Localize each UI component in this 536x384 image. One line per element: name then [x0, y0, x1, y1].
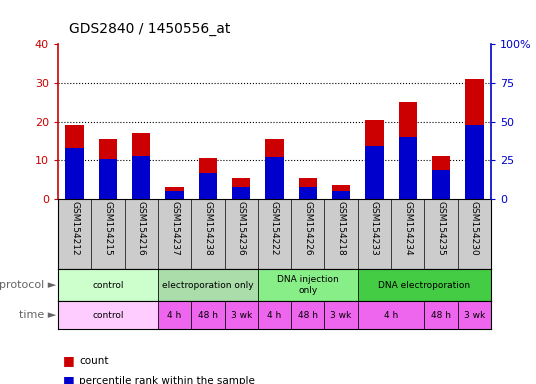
Bar: [191, 301, 225, 329]
Bar: [365, 119, 384, 199]
Bar: [399, 137, 417, 199]
Bar: [166, 191, 184, 199]
Text: 48 h: 48 h: [298, 311, 318, 319]
Text: GDS2840 / 1450556_at: GDS2840 / 1450556_at: [69, 22, 230, 36]
Text: 48 h: 48 h: [198, 311, 218, 319]
Bar: [232, 178, 250, 199]
Bar: [358, 301, 425, 329]
Bar: [432, 156, 450, 199]
Text: GSM154236: GSM154236: [237, 201, 245, 256]
Text: protocol ►: protocol ►: [0, 280, 56, 290]
Bar: [232, 187, 250, 199]
Bar: [199, 158, 217, 199]
Bar: [132, 133, 151, 199]
Bar: [99, 139, 117, 199]
Bar: [58, 269, 158, 301]
Text: percentile rank within the sample: percentile rank within the sample: [79, 376, 255, 384]
Bar: [258, 269, 358, 301]
Text: GSM154218: GSM154218: [337, 201, 346, 256]
Text: GSM154238: GSM154238: [203, 201, 212, 256]
Bar: [299, 178, 317, 199]
Bar: [291, 301, 324, 329]
Text: DNA electroporation: DNA electroporation: [378, 280, 471, 290]
Bar: [299, 187, 317, 199]
Bar: [332, 185, 350, 199]
Text: 3 wk: 3 wk: [464, 311, 485, 319]
Bar: [465, 79, 483, 199]
Text: 4 h: 4 h: [267, 311, 281, 319]
Bar: [265, 157, 284, 199]
Bar: [265, 139, 284, 199]
Text: GSM154216: GSM154216: [137, 201, 146, 256]
Text: GSM154235: GSM154235: [436, 201, 445, 256]
Text: GSM154226: GSM154226: [303, 201, 312, 256]
Bar: [358, 269, 491, 301]
Bar: [258, 301, 291, 329]
Text: 3 wk: 3 wk: [331, 311, 352, 319]
Bar: [132, 156, 151, 199]
Text: control: control: [92, 311, 124, 319]
Text: 4 h: 4 h: [384, 311, 398, 319]
Text: ■: ■: [63, 374, 75, 384]
Bar: [158, 301, 191, 329]
Text: count: count: [79, 356, 109, 366]
Bar: [65, 148, 84, 199]
Text: GSM154215: GSM154215: [103, 201, 113, 256]
Bar: [332, 191, 350, 199]
Text: 3 wk: 3 wk: [230, 311, 252, 319]
Bar: [458, 301, 491, 329]
Text: ■: ■: [63, 354, 75, 367]
Bar: [399, 102, 417, 199]
Text: GSM154212: GSM154212: [70, 201, 79, 256]
Text: GSM154234: GSM154234: [403, 201, 412, 256]
Text: DNA injection
only: DNA injection only: [277, 275, 339, 295]
Bar: [58, 301, 158, 329]
Text: electroporation only: electroporation only: [162, 280, 254, 290]
Text: control: control: [92, 280, 124, 290]
Bar: [365, 146, 384, 199]
Bar: [65, 125, 84, 199]
Text: time ►: time ►: [19, 310, 56, 320]
Bar: [425, 301, 458, 329]
Text: GSM154222: GSM154222: [270, 201, 279, 256]
Bar: [432, 170, 450, 199]
Bar: [99, 159, 117, 199]
Text: GSM154233: GSM154233: [370, 201, 379, 256]
Bar: [199, 174, 217, 199]
Bar: [324, 301, 358, 329]
Text: 4 h: 4 h: [167, 311, 182, 319]
Text: GSM154230: GSM154230: [470, 201, 479, 256]
Bar: [166, 187, 184, 199]
Bar: [158, 269, 258, 301]
Text: 48 h: 48 h: [431, 311, 451, 319]
Bar: [225, 301, 258, 329]
Text: GSM154237: GSM154237: [170, 201, 179, 256]
Bar: [465, 124, 483, 199]
